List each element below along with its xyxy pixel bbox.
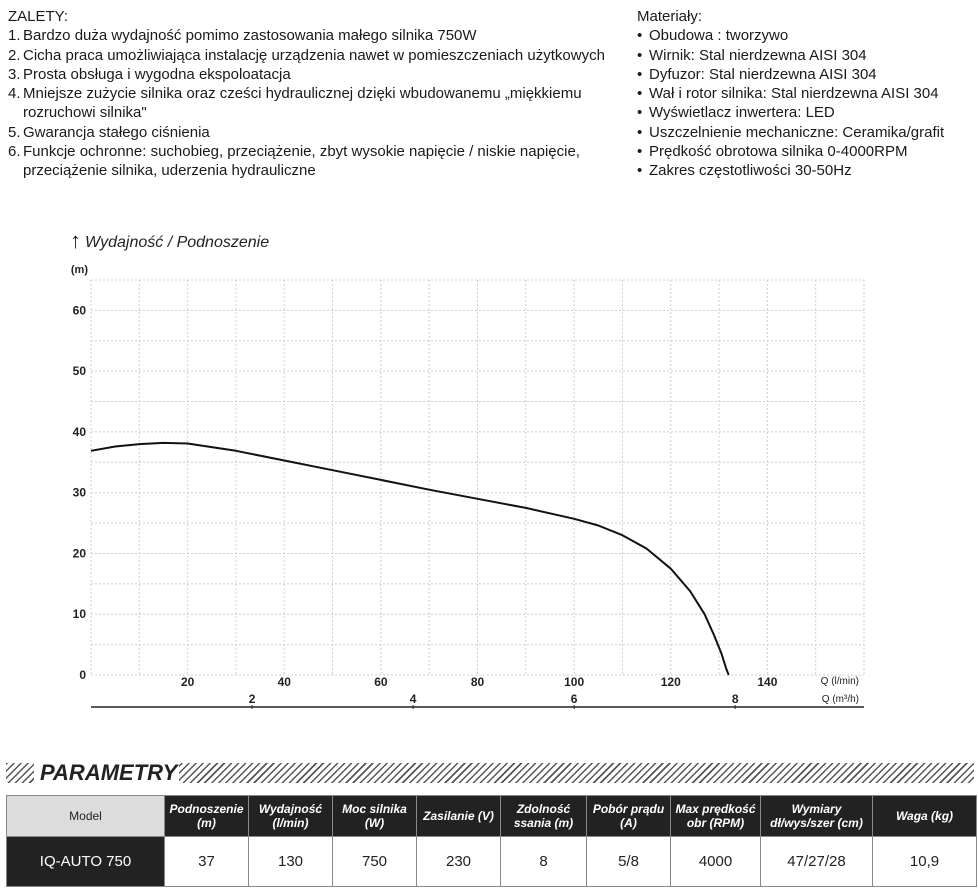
x2-tick-label: 4: [410, 692, 417, 706]
up-arrow-icon: ↑: [70, 228, 81, 253]
advantage-text: Prosta obsługa i wygodna ekspoloatacja: [23, 65, 291, 83]
advantage-number: 1.: [8, 27, 21, 45]
params-table: Model Podnoszenie (m) Wydajność (l/min) Moc…: [6, 795, 977, 887]
advantage-text: Cicha praca umożliwiająca instalację urz…: [23, 46, 605, 64]
performance-chart: (m) 0 10 20 30 40 50 60 20 40 60 80 100 120 140 Q (l/mi…: [71, 264, 865, 709]
x2-axis-unit: Q (m³/h): [822, 694, 859, 705]
x-tick-label: 120: [661, 675, 681, 689]
material-item: Obudowa : tworzywo: [637, 26, 972, 46]
params-header-cell: Max prędkość obr (RPM): [670, 795, 761, 837]
params-header-row: Model Podnoszenie (m) Wydajność (l/min) Moc…: [6, 795, 977, 837]
params-header-cell: Zdolność ssania (m): [500, 795, 587, 837]
hatch-left: [6, 763, 34, 783]
hatch-right: [174, 763, 974, 783]
x2-tick-label: 6: [571, 692, 578, 706]
y-tick-label: 20: [73, 546, 87, 560]
materials-title: Materiały:: [637, 8, 703, 25]
params-data-row: IQ-AUTO 750 37 130 750 230 8 5/8 4000 47/27/28 10…: [6, 836, 977, 887]
advantages-section: ZALETY: 1. Bardzo duża wydajność pomimo z…: [8, 7, 618, 181]
params-title: PARAMETRY: [38, 760, 180, 786]
material-item: Wirnik: Stal nierdzewna AISI 304: [637, 46, 972, 66]
advantage-text: Funkcje ochronne: suchobieg, przeciążeni…: [23, 143, 580, 180]
material-item: Uszczelnienie mechaniczne: Ceramika/graf…: [637, 123, 972, 143]
materials-list: Obudowa : tworzywoWirnik: Stal nierdzewn…: [637, 26, 972, 181]
advantage-item: 1. Bardzo duża wydajność pomimo zastosowa…: [8, 26, 618, 45]
params-value-cell: IQ-AUTO 750: [6, 836, 165, 887]
advantage-number: 6.: [8, 143, 21, 161]
x-tick-label: 100: [564, 675, 584, 689]
x-tick-label: 20: [181, 675, 195, 689]
x-axis-unit: Q (l/min): [821, 676, 859, 687]
params-value-cell: 47/27/28: [760, 836, 873, 887]
advantages-list: 1. Bardzo duża wydajność pomimo zastosowa…: [8, 26, 618, 180]
x2-tick-label: 8: [732, 692, 739, 706]
params-header-cell: Moc silnika (W): [332, 795, 417, 837]
y-tick-label: 40: [73, 425, 87, 439]
params-header-cell: Pobór prądu (A): [586, 795, 671, 837]
advantage-item: 4. Mniejsze zużycie silnika oraz cześci h…: [8, 84, 618, 123]
x-tick-label: 140: [757, 675, 777, 689]
advantage-item: 5. Gwarancja stałego ciśnienia: [8, 123, 618, 142]
params-value-cell: 130: [248, 836, 333, 887]
advantage-text: Bardzo duża wydajność pomimo zastosowani…: [23, 27, 477, 45]
params-header-cell: Wydajność (l/min): [248, 795, 333, 837]
x-tick-label: 80: [471, 675, 485, 689]
advantages-title: ZALETY:: [8, 8, 69, 25]
advantage-item: 3. Prosta obsługa i wygodna ekspoloatacja: [8, 65, 618, 84]
params-value-cell: 8: [500, 836, 587, 887]
params-header-cell: Model: [6, 795, 165, 837]
params-value-cell: 230: [416, 836, 501, 887]
params-header-cell: Podnoszenie (m): [164, 795, 249, 837]
material-item: Zakres częstotliwości 30-50Hz: [637, 161, 972, 181]
performance-curve: [90, 441, 730, 676]
x2-tick-label: 2: [249, 692, 256, 706]
chart-title: ↑ Wydajność / Podnoszenie: [70, 228, 269, 254]
params-header: PARAMETRY: [6, 760, 974, 786]
material-item: Dyfuzor: Stal nierdzewna AISI 304: [637, 65, 972, 85]
material-item: Wał i rotor silnika: Stal nierdzewna AIS…: [637, 84, 972, 104]
params-header-cell: Waga (kg): [872, 795, 977, 837]
params-header-cell: Zasilanie (V): [416, 795, 501, 837]
chart-title-text: Wydajność / Podnoszenie: [85, 234, 270, 251]
advantage-number: 4.: [8, 85, 21, 103]
params-value-cell: 750: [332, 836, 417, 887]
y-axis-unit: (m): [71, 264, 88, 276]
advantage-item: 6. Funkcje ochronne: suchobieg, przeciąże…: [8, 142, 618, 181]
advantage-item: 2. Cicha praca umożliwiająca instalację u…: [8, 46, 618, 65]
materials-section: Materiały: Obudowa : tworzywoWirnik: Sta…: [637, 7, 972, 181]
material-item: Wyświetlacz inwertera: LED: [637, 103, 972, 123]
params-value-cell: 37: [164, 836, 249, 887]
y-tick-label: 10: [73, 607, 87, 621]
x-tick-label: 60: [374, 675, 388, 689]
y-tick-label: 50: [73, 364, 87, 378]
advantage-text: Mniejsze zużycie silnika oraz cześci hyd…: [23, 85, 582, 122]
y-tick-label: 60: [73, 303, 87, 317]
advantage-text: Gwarancja stałego ciśnienia: [23, 123, 210, 141]
y-tick-label: 0: [79, 668, 86, 682]
params-header-cell: Wymiary dł/wys/szer (cm): [760, 795, 873, 837]
advantage-number: 2.: [8, 46, 21, 64]
advantage-number: 5.: [8, 123, 21, 141]
y-tick-label: 30: [73, 486, 87, 500]
params-value-cell: 4000: [670, 836, 761, 887]
advantage-number: 3.: [8, 65, 21, 83]
params-value-cell: 5/8: [586, 836, 671, 887]
material-item: Prędkość obrotowa silnika 0-4000RPM: [637, 142, 972, 162]
params-value-cell: 10,9: [872, 836, 977, 887]
x-tick-label: 40: [278, 675, 292, 689]
